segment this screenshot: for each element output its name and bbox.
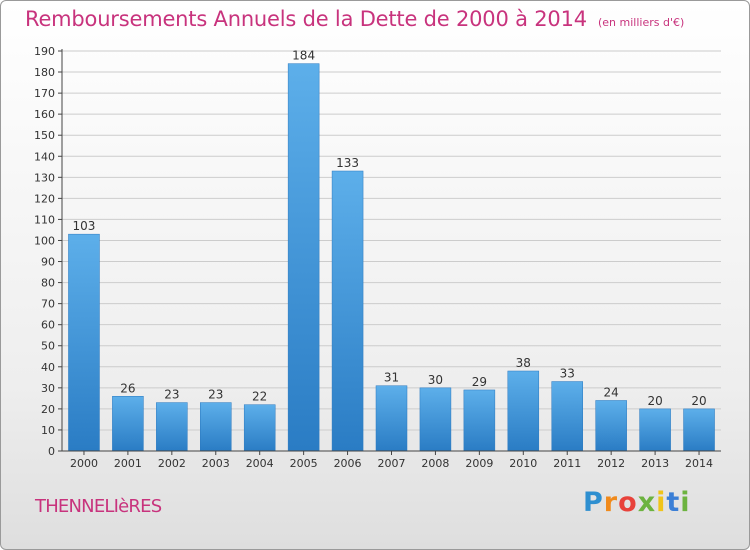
- bar: [287, 63, 320, 452]
- commune-name: THENNELIèRES: [35, 496, 162, 517]
- y-tick-label: 0: [48, 445, 55, 458]
- x-axis-ticks: 2000 2001 2002 2003 2004 2005 2006 2007 2008 2009…: [70, 451, 713, 470]
- bar: [463, 389, 496, 452]
- bar: [551, 381, 583, 452]
- y-tick-label: 80: [41, 277, 55, 290]
- bar-value-label: 38: [516, 356, 531, 370]
- logo-letter: r: [603, 487, 619, 518]
- y-tick-label: 110: [34, 213, 55, 226]
- y-tick-label: 40: [41, 361, 55, 374]
- x-tick-label: 2009: [465, 457, 493, 470]
- logo-letter: P: [583, 487, 604, 518]
- bar: [112, 396, 144, 452]
- x-tick-label: 2000: [70, 457, 98, 470]
- y-tick-label: 120: [34, 192, 55, 205]
- bar-value-label: 22: [252, 390, 267, 404]
- bar-value-label: 30: [428, 373, 443, 387]
- x-tick-label: 2007: [378, 457, 406, 470]
- y-tick-label: 180: [34, 66, 55, 79]
- y-tick-label: 100: [34, 234, 55, 247]
- y-tick-label: 70: [41, 298, 55, 311]
- y-axis-ticks: 0 10 20 30 40 50 60 70 80 90 100 110 120 130 140 150 160…: [34, 45, 62, 458]
- y-tick-label: 190: [34, 45, 55, 58]
- bar-value-label: 26: [120, 381, 135, 395]
- bar: [68, 233, 100, 452]
- title-row: Remboursements Annuels de la Dette de 20…: [25, 7, 684, 31]
- y-tick-label: 50: [41, 340, 55, 353]
- y-tick-label: 130: [34, 171, 55, 184]
- data-labels: 103 26 23 23 22 184 133 31 30 29 38 33 24 20 20: [73, 49, 707, 408]
- bar-value-label: 29: [472, 375, 487, 389]
- bar-value-label: 33: [560, 367, 575, 381]
- bar-value-label: 20: [691, 394, 706, 408]
- bar-value-label: 184: [292, 49, 315, 63]
- y-tick-label: 150: [34, 129, 55, 142]
- bar: [595, 400, 627, 452]
- x-tick-label: 2008: [421, 457, 449, 470]
- x-tick-label: 2010: [509, 457, 537, 470]
- y-tick-label: 140: [34, 150, 55, 163]
- logo-letter: o: [618, 487, 638, 518]
- bar-value-label: 23: [208, 388, 223, 402]
- bar: [375, 385, 408, 452]
- x-tick-label: 2014: [685, 457, 713, 470]
- x-tick-label: 2006: [334, 457, 362, 470]
- y-tick-label: 30: [41, 382, 55, 395]
- chart-title: Remboursements Annuels de la Dette de 20…: [25, 7, 587, 31]
- y-tick-label: 20: [41, 403, 55, 416]
- chart-subtitle: (en milliers d'€): [598, 16, 685, 29]
- bar-value-label: 23: [164, 388, 179, 402]
- x-tick-label: 2012: [597, 457, 625, 470]
- logo-letter: t: [666, 487, 681, 518]
- bar: [683, 408, 715, 452]
- x-tick-label: 2004: [246, 457, 274, 470]
- y-tick-label: 10: [41, 424, 55, 437]
- logo-letter: i: [680, 487, 691, 518]
- x-tick-label: 2001: [114, 457, 142, 470]
- proxiti-logo: Proxiti: [583, 487, 691, 518]
- bar: [200, 402, 232, 452]
- x-tick-label: 2003: [202, 457, 230, 470]
- bar-value-label: 103: [73, 219, 96, 233]
- y-tick-label: 160: [34, 108, 55, 121]
- bar: [507, 370, 540, 452]
- x-tick-label: 2005: [290, 457, 318, 470]
- bar: [156, 402, 188, 452]
- bar: [243, 404, 276, 452]
- axes: [61, 49, 721, 452]
- logo-letter: x: [637, 487, 657, 518]
- bar-value-label: 133: [336, 156, 359, 170]
- bar-value-label: 20: [647, 394, 662, 408]
- y-tick-label: 60: [41, 319, 55, 332]
- x-tick-label: 2011: [553, 457, 581, 470]
- y-tick-label: 90: [41, 256, 55, 269]
- bars: [68, 63, 715, 452]
- bar: [639, 408, 671, 452]
- x-tick-label: 2013: [641, 457, 669, 470]
- logo-letter: i: [656, 487, 667, 518]
- bar-value-label: 31: [384, 371, 399, 385]
- bar: [331, 170, 364, 452]
- y-tick-label: 170: [34, 87, 55, 100]
- bar: [419, 387, 452, 452]
- bar-value-label: 24: [604, 385, 619, 399]
- x-tick-label: 2002: [158, 457, 186, 470]
